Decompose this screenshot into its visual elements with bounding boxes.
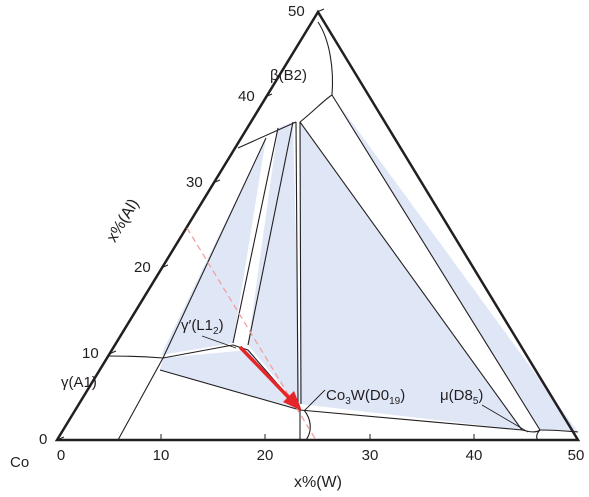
label-mu-d85: μ(D85) [440,387,483,407]
label-gamma-a1: γ(A1) [61,374,97,391]
boundary-beta-right [299,94,333,123]
pointer-co3w [304,389,326,411]
tie-co3w-beta-2 [299,121,302,405]
corner-label-co: Co [10,454,29,471]
x-axis-tick-marks [160,434,475,440]
boundary-gamma-a1 [107,355,164,359]
x-tick-0: 0 [57,447,65,464]
y-tick-0: 0 [39,431,47,448]
x-tick-10: 10 [153,447,170,464]
region-gamma-co3w [160,350,300,410]
mu-right [539,429,579,433]
y-tick-40: 40 [238,88,255,105]
tie-co3w-beta-1 [295,121,299,405]
tie-gamma-co3w [159,369,301,411]
y-axis-tick-labels: 0 10 20 30 40 50 [39,3,305,448]
dashed-guide-line [186,227,317,441]
y-tick-50: 50 [288,3,305,20]
mu-stem [536,429,541,441]
tie-beta-mu-2 [331,94,541,431]
x-tick-40: 40 [466,447,483,464]
tie-left-outer [162,137,267,359]
label-gamma-prime: γ′(L12) [181,317,224,337]
boundary-gamma-lower [117,357,164,441]
x-tick-30: 30 [362,447,379,464]
tie-co3w-mu [299,409,523,431]
y-axis-tick-marks [56,8,325,441]
tie-left-inner [232,127,279,344]
x-tick-20: 20 [257,447,274,464]
label-co3w: Co3W(D019) [326,387,405,407]
red-arrow [238,345,302,411]
tie-mid-left [247,121,294,346]
x-tick-50: 50 [568,447,585,464]
gamma-prime-bottom [162,344,234,359]
tie-beta-mu [299,121,523,431]
triangle-frame [54,9,581,442]
pointer-gamma-prime [201,335,237,349]
boundary-beta-left [237,121,297,149]
region-beta-mu [332,95,578,432]
region-gammaprime-co3w-beta [248,122,300,408]
pointer-mu [481,404,529,433]
label-pointers [201,335,529,433]
x-axis-tick-labels: 0 10 20 30 40 50 [57,447,585,464]
y-tick-30: 30 [186,174,203,191]
y-axis-title: x%(Al) [104,196,143,245]
x-axis-title: x%(W) [294,474,342,491]
y-tick-10: 10 [82,345,99,362]
co3w-curl [303,409,311,441]
shaded-regions [160,95,578,432]
label-beta-b2: β(B2) [270,67,307,84]
y-tick-20: 20 [134,259,151,276]
boundary-beta-cap [317,21,333,96]
region-gamma-gammaprime [161,138,266,355]
